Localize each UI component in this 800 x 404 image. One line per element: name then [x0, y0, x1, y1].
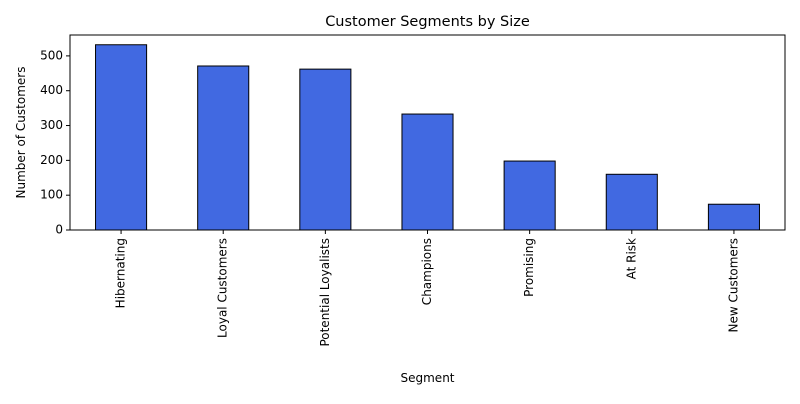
y-axis-title: Number of Customers — [14, 67, 28, 199]
bar-promising — [503, 160, 556, 231]
bar-new-customers — [707, 203, 760, 231]
x-tick-label: Hibernating — [114, 238, 128, 308]
y-tick-label: 100 — [40, 188, 63, 202]
y-tick-label: 0 — [55, 223, 63, 237]
x-tick-label: Promising — [522, 238, 536, 297]
bar-champions — [401, 113, 454, 231]
x-tick-label: New Customers — [726, 238, 740, 333]
x-axis: Hibernating Loyal Customers Potential Loya… — [114, 230, 740, 347]
x-axis-title: Segment — [401, 371, 455, 385]
y-tick-label: 300 — [40, 118, 63, 132]
bar-at-risk — [605, 173, 658, 231]
x-tick-label: Champions — [420, 238, 434, 305]
y-tick-label: 500 — [40, 48, 63, 62]
bar-loyal-customers — [197, 65, 250, 231]
y-axis: 0 100 200 300 400 500 — [40, 48, 70, 237]
x-tick-label: At Risk — [624, 238, 638, 279]
y-tick-label: 200 — [40, 153, 63, 167]
x-tick-label: Loyal Customers — [216, 238, 230, 338]
chart-title: Customer Segments by Size — [325, 14, 530, 30]
y-tick-label: 400 — [40, 83, 63, 97]
plot-frame — [69, 34, 786, 231]
x-tick-label: Potential Loyalists — [318, 238, 332, 347]
bars — [95, 44, 760, 231]
bar-hibernating — [95, 44, 148, 231]
bar-potential-loyalists — [299, 68, 352, 231]
